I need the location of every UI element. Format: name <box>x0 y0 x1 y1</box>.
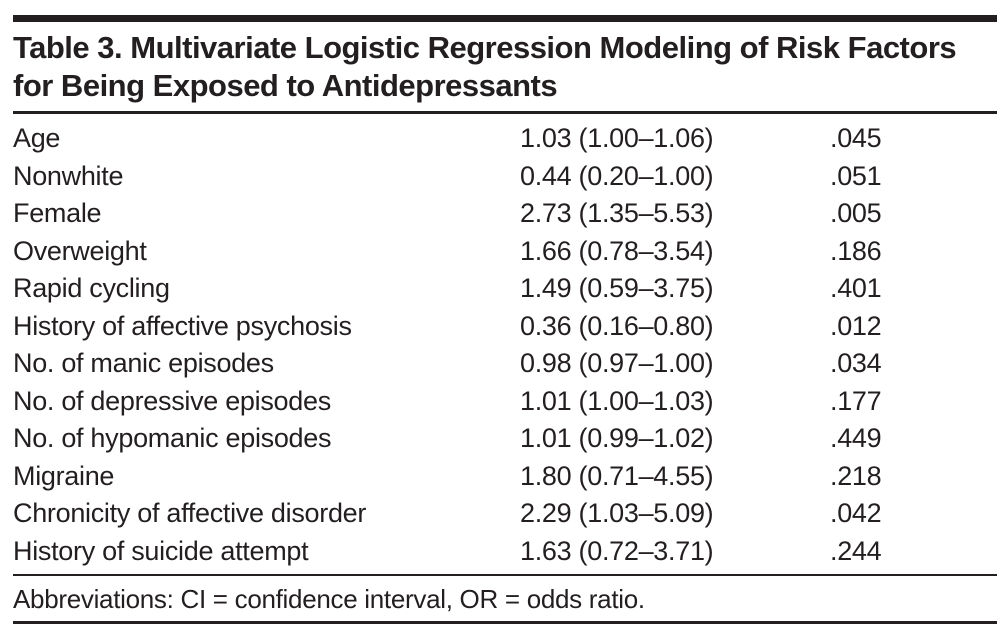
or-ci-cell: 2.29 (1.03–5.09) <box>520 498 714 528</box>
regression-table: Age 1.03 (1.00–1.06) .045 Nonwhite 0.44 … <box>13 120 997 570</box>
risk-factor-cell: Female <box>13 198 102 228</box>
or-ci-cell: 2.73 (1.35–5.53) <box>520 198 714 228</box>
or-ci-cell: 1.01 (0.99–1.02) <box>520 423 714 453</box>
or-ci-cell: 1.01 (1.00–1.03) <box>520 385 714 416</box>
table-row: History of suicide attempt 1.63 (0.72–3.… <box>13 533 997 571</box>
table-row: Chronicity of affective disorder 2.29 (1… <box>13 495 997 533</box>
p-value-cell: .005 <box>830 198 882 228</box>
p-value-cell: .401 <box>830 273 882 303</box>
p-value-cell: .045 <box>830 123 882 153</box>
risk-factor-cell: History of affective psychosis <box>13 310 352 341</box>
table-row: Overweight 1.66 (0.78–3.54) .186 <box>13 233 997 271</box>
or-ci-cell: 0.98 (0.97–1.00) <box>520 348 714 378</box>
p-value-cell: .244 <box>830 535 882 566</box>
table-row: Female 2.73 (1.35–5.53) .005 <box>13 195 997 233</box>
or-ci-cell: 1.03 (1.00–1.06) <box>520 123 714 153</box>
risk-factor-cell: Overweight <box>13 235 147 266</box>
risk-factor-cell: Rapid cycling <box>13 273 170 303</box>
or-ci-cell: 1.66 (0.78–3.54) <box>520 235 714 266</box>
risk-factor-cell: Chronicity of affective disorder <box>13 498 367 528</box>
table-row: Age 1.03 (1.00–1.06) .045 <box>13 120 997 158</box>
table-row: No. of manic episodes 0.98 (0.97–1.00) .… <box>13 345 997 383</box>
abbreviations-footnote: Abbreviations: CI = confidence interval,… <box>13 584 645 614</box>
or-ci-cell: 1.49 (0.59–3.75) <box>520 273 714 303</box>
table-footnote-band: Abbreviations: CI = confidence interval,… <box>13 574 997 624</box>
table-row: No. of hypomanic episodes 1.01 (0.99–1.0… <box>13 420 997 458</box>
p-value-cell: .449 <box>830 423 882 453</box>
risk-factor-cell: Migraine <box>13 460 115 491</box>
table-row: Migraine 1.80 (0.71–4.55) .218 <box>13 458 997 496</box>
risk-factor-cell: No. of hypomanic episodes <box>13 423 332 453</box>
risk-factor-cell: History of suicide attempt <box>13 535 309 566</box>
table-title: Table 3. Multivariate Logistic Regressio… <box>13 29 997 114</box>
p-value-cell: .177 <box>830 385 882 416</box>
risk-factor-cell: No. of depressive episodes <box>13 385 331 416</box>
p-value-cell: .012 <box>830 310 882 341</box>
p-value-cell: .034 <box>830 348 882 378</box>
or-ci-cell: 0.36 (0.16–0.80) <box>520 310 714 341</box>
or-ci-cell: 1.63 (0.72–3.71) <box>520 535 714 566</box>
risk-factor-cell: No. of manic episodes <box>13 348 274 378</box>
table-top-rule <box>13 15 997 22</box>
risk-factor-cell: Age <box>13 123 61 153</box>
table-row: No. of depressive episodes 1.01 (1.00–1.… <box>13 383 997 421</box>
table-row: Nonwhite 0.44 (0.20–1.00) .051 <box>13 158 997 196</box>
table-row: History of affective psychosis 0.36 (0.1… <box>13 308 997 346</box>
or-ci-cell: 1.80 (0.71–4.55) <box>520 460 714 491</box>
p-value-cell: .051 <box>830 160 882 191</box>
risk-factor-cell: Nonwhite <box>13 160 124 191</box>
table-row: Rapid cycling 1.49 (0.59–3.75) .401 <box>13 270 997 308</box>
p-value-cell: .042 <box>830 498 882 528</box>
or-ci-cell: 0.44 (0.20–1.00) <box>520 160 714 191</box>
p-value-cell: .186 <box>830 235 882 266</box>
p-value-cell: .218 <box>830 460 882 491</box>
